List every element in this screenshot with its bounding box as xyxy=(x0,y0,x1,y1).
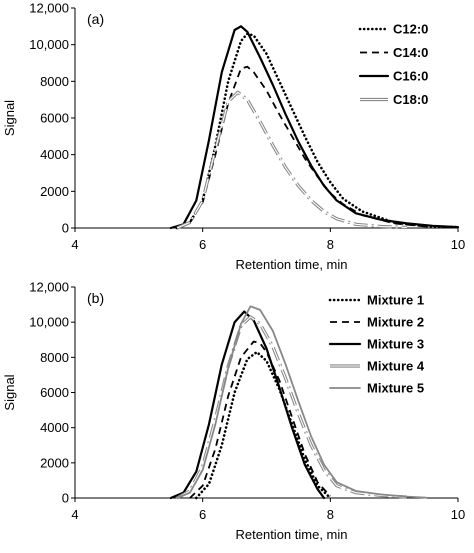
y-tick-label: 4000 xyxy=(40,147,69,162)
y-tick-label: 12,000 xyxy=(29,1,69,16)
y-tick-label: 10,000 xyxy=(29,37,69,52)
y-tick-label: 0 xyxy=(62,221,69,236)
series-line-inner xyxy=(176,91,407,229)
y-tick-label: 12,000 xyxy=(29,280,69,295)
y-axis-label: Signal xyxy=(2,100,17,136)
x-tick-label: 8 xyxy=(327,507,334,522)
y-tick-label: 8000 xyxy=(40,74,69,89)
legend-label: Mixture 1 xyxy=(367,293,424,308)
legend-label: Mixture 3 xyxy=(367,337,424,352)
legend-label: C14:0 xyxy=(393,45,428,60)
legend-label: Mixture 4 xyxy=(367,359,425,374)
legend-label: Mixture 2 xyxy=(367,315,424,330)
y-tick-label: 6000 xyxy=(40,111,69,126)
legend-label: Mixture 5 xyxy=(367,381,424,396)
legend: C12:0 C14:0 C16:0 C18:0 xyxy=(358,22,428,107)
series-line-mixture-1 xyxy=(195,350,332,500)
x-tick-label: 4 xyxy=(71,237,78,252)
y-tick-label: 2000 xyxy=(40,455,69,470)
x-tick-label: 4 xyxy=(71,507,78,522)
series-line-inner xyxy=(176,316,407,499)
series-line-c18-0 xyxy=(176,90,407,230)
panel-label: (a) xyxy=(87,11,104,27)
y-tick-label: 4000 xyxy=(40,420,69,435)
series-line-c12-0 xyxy=(175,32,460,230)
legend-label: C16:0 xyxy=(393,69,428,84)
x-axis-label: Retention time, min xyxy=(236,257,348,272)
y-tick-label: 10,000 xyxy=(29,315,69,330)
legend-label: C12:0 xyxy=(393,22,428,37)
x-axis-label: Retention time, min xyxy=(236,527,348,542)
x-tick-label: 6 xyxy=(199,507,206,522)
legend: Mixture 1 Mixture 2 Mixture 3 Mixture 4 Mixt… xyxy=(328,293,425,396)
x-tick-label: 6 xyxy=(199,237,206,252)
series-line-c16-0 xyxy=(169,25,460,230)
panel-label: (b) xyxy=(87,290,104,306)
y-axis-label: Signal xyxy=(2,374,17,410)
x-tick-label: 10 xyxy=(451,507,465,522)
x-tick-label: 8 xyxy=(327,237,334,252)
y-tick-label: 6000 xyxy=(40,385,69,400)
x-tick-label: 10 xyxy=(451,237,465,252)
y-tick-label: 2000 xyxy=(40,184,69,199)
chart-panel-a: 0 2000 4000 6000 8000 10,000 12,000 4 6 8 10 Retent… xyxy=(2,1,465,273)
y-tick-label: 8000 xyxy=(40,350,69,365)
chart-panel-b: 0 2000 4000 6000 8000 10,000 12,000 4 6 8 10 Retent… xyxy=(2,280,465,543)
legend-label: C18:0 xyxy=(393,92,428,107)
series-line-mixture-3 xyxy=(169,310,326,500)
series-line-mixture-5 xyxy=(176,305,428,499)
y-tick-label: 0 xyxy=(62,491,69,506)
